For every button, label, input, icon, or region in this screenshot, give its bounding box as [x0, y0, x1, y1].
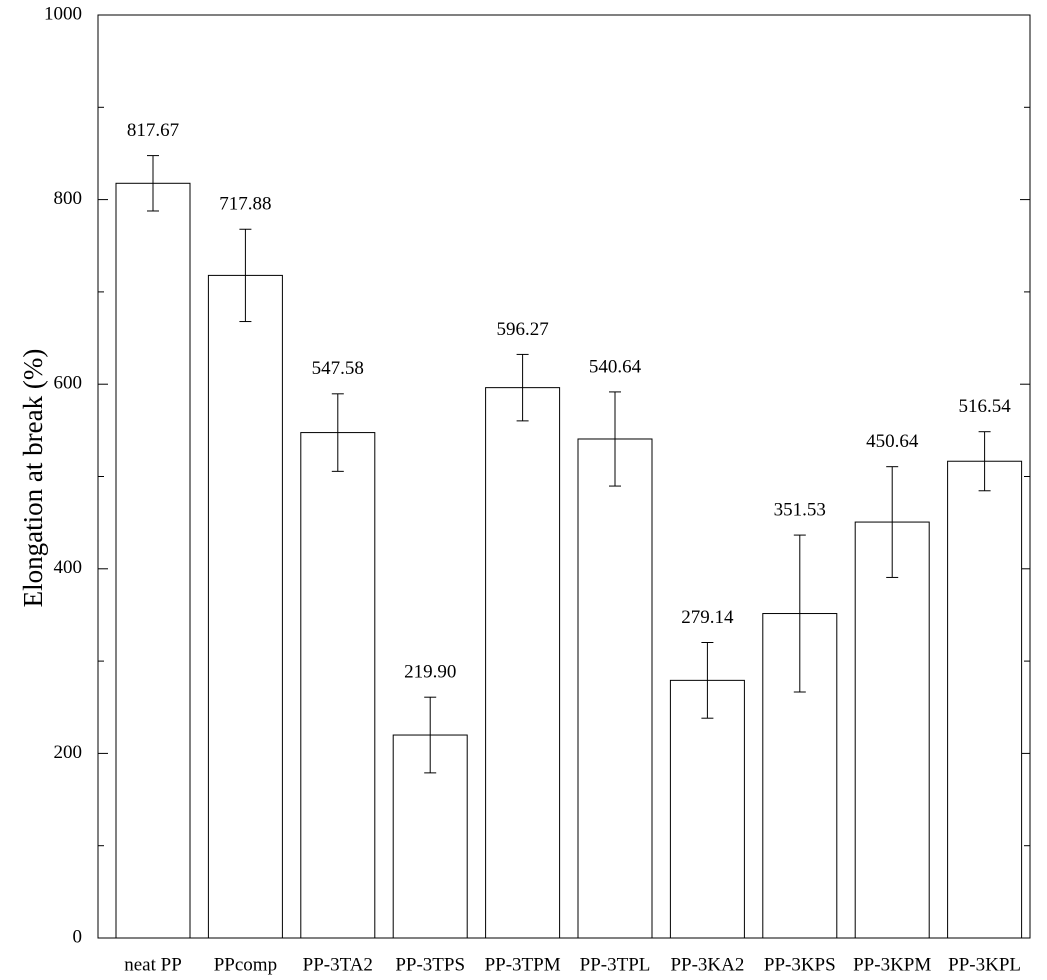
- bar: [854, 521, 930, 939]
- value-label: 817.67: [127, 120, 179, 141]
- bar: [947, 460, 1023, 939]
- value-label: 596.27: [496, 319, 548, 340]
- value-label: 540.64: [589, 356, 642, 377]
- value-label: 516.54: [958, 396, 1011, 417]
- bar: [485, 387, 561, 939]
- value-label: 547.58: [312, 358, 364, 379]
- x-tick-label: PP-3KPS: [764, 954, 836, 975]
- bar: [207, 274, 283, 939]
- x-tick-label: neat PP: [124, 954, 182, 975]
- x-tick-label: PP-3TA2: [303, 954, 373, 975]
- y-tick-label: 1000: [44, 3, 82, 24]
- x-tick-label: PP-3TPL: [580, 954, 651, 975]
- value-label: 219.90: [404, 662, 456, 683]
- bar: [300, 432, 376, 939]
- y-tick-label: 600: [54, 373, 83, 394]
- bar: [577, 438, 653, 939]
- value-label: 351.53: [774, 499, 826, 520]
- x-tick-label: PPcomp: [214, 954, 277, 975]
- y-axis-label: Elongation at break (%): [18, 349, 48, 608]
- value-label: 279.14: [681, 607, 734, 628]
- y-tick-label: 400: [54, 557, 83, 578]
- x-tick-label: PP-3TPS: [395, 954, 465, 975]
- value-label: 717.88: [219, 194, 271, 215]
- value-label: 450.64: [866, 431, 919, 452]
- y-tick-label: 0: [73, 926, 83, 947]
- x-tick-label: PP-3KA2: [670, 954, 744, 975]
- x-tick-label: PP-3KPM: [853, 954, 931, 975]
- x-tick-label: PP-3KPL: [948, 954, 1021, 975]
- x-tick-label: PP-3TPM: [485, 954, 561, 975]
- y-tick-label: 200: [54, 742, 83, 763]
- bar: [669, 679, 745, 939]
- bar: [115, 182, 191, 939]
- y-tick-label: 800: [54, 188, 83, 209]
